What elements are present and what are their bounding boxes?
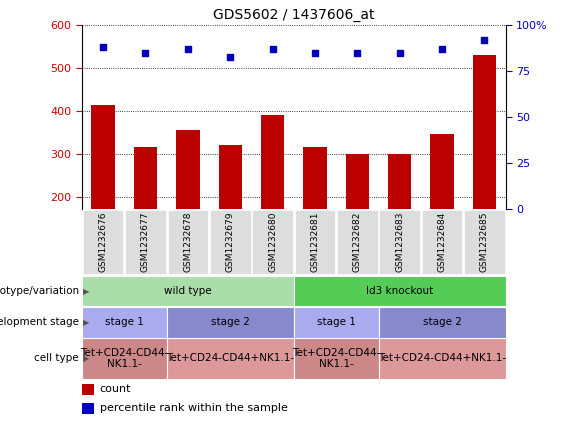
Bar	[252, 210, 293, 274]
Bar	[294, 338, 379, 379]
Bar	[82, 403, 94, 414]
Bar	[82, 276, 294, 306]
Bar	[92, 104, 115, 282]
Bar	[388, 154, 411, 282]
Text: GSM1232679: GSM1232679	[226, 212, 234, 272]
Text: wild type: wild type	[164, 286, 212, 296]
Text: cell type: cell type	[34, 354, 79, 363]
Bar	[380, 210, 420, 274]
Bar	[82, 384, 94, 395]
Text: genotype/variation: genotype/variation	[0, 286, 79, 296]
Text: development stage: development stage	[0, 317, 79, 327]
Text: ▶: ▶	[83, 318, 90, 327]
Text: Tet+CD24-CD44+NK1.1-: Tet+CD24-CD44+NK1.1-	[166, 354, 294, 363]
Text: Tet+CD24-CD44-
NK1.1-: Tet+CD24-CD44- NK1.1-	[80, 348, 168, 369]
Text: stage 2: stage 2	[423, 317, 462, 327]
Bar	[337, 210, 377, 274]
Text: stage 1: stage 1	[105, 317, 144, 327]
Text: Tet+CD24-CD44-
NK1.1-: Tet+CD24-CD44- NK1.1-	[292, 348, 380, 369]
Point	[311, 49, 320, 56]
Point	[141, 49, 150, 56]
Text: GSM1232680: GSM1232680	[268, 212, 277, 272]
Bar	[176, 130, 199, 282]
Bar	[82, 210, 123, 274]
Point	[98, 44, 107, 51]
Text: GSM1232685: GSM1232685	[480, 212, 489, 272]
Point	[396, 49, 405, 56]
Bar	[210, 210, 250, 274]
Text: Id3 knockout: Id3 knockout	[366, 286, 433, 296]
Point	[183, 46, 192, 53]
Text: stage 2: stage 2	[211, 317, 250, 327]
Point	[226, 53, 235, 60]
Bar	[294, 307, 379, 338]
Bar	[379, 307, 506, 338]
Text: ▶: ▶	[83, 286, 90, 296]
Bar	[295, 210, 335, 274]
Point	[353, 49, 362, 56]
Bar	[294, 276, 506, 306]
Text: GSM1232677: GSM1232677	[141, 212, 150, 272]
Text: ▶: ▶	[83, 354, 90, 363]
Bar	[82, 307, 167, 338]
Bar	[431, 135, 454, 282]
Text: GSM1232682: GSM1232682	[353, 212, 362, 272]
Bar	[167, 307, 294, 338]
Bar	[464, 210, 505, 274]
Bar	[82, 338, 167, 379]
Text: percentile rank within the sample: percentile rank within the sample	[99, 404, 288, 414]
Bar	[167, 210, 208, 274]
Text: GSM1232683: GSM1232683	[396, 212, 404, 272]
Bar	[167, 338, 294, 379]
Bar	[303, 147, 327, 282]
Bar	[134, 147, 157, 282]
Point	[268, 46, 277, 53]
Bar	[261, 115, 284, 282]
Point	[437, 46, 446, 53]
Bar	[125, 210, 166, 274]
Text: count: count	[99, 385, 131, 395]
Text: GSM1232684: GSM1232684	[438, 212, 446, 272]
Point	[480, 37, 489, 44]
Bar	[346, 154, 369, 282]
Bar	[219, 145, 242, 282]
Text: GSM1232676: GSM1232676	[99, 212, 107, 272]
Title: GDS5602 / 1437606_at: GDS5602 / 1437606_at	[213, 8, 375, 22]
Text: stage 1: stage 1	[317, 317, 355, 327]
Text: GSM1232681: GSM1232681	[311, 212, 319, 272]
Bar	[421, 210, 462, 274]
Text: Tet+CD24-CD44+NK1.1-: Tet+CD24-CD44+NK1.1-	[378, 354, 506, 363]
Bar	[473, 55, 496, 282]
Bar	[379, 338, 506, 379]
Text: GSM1232678: GSM1232678	[184, 212, 192, 272]
